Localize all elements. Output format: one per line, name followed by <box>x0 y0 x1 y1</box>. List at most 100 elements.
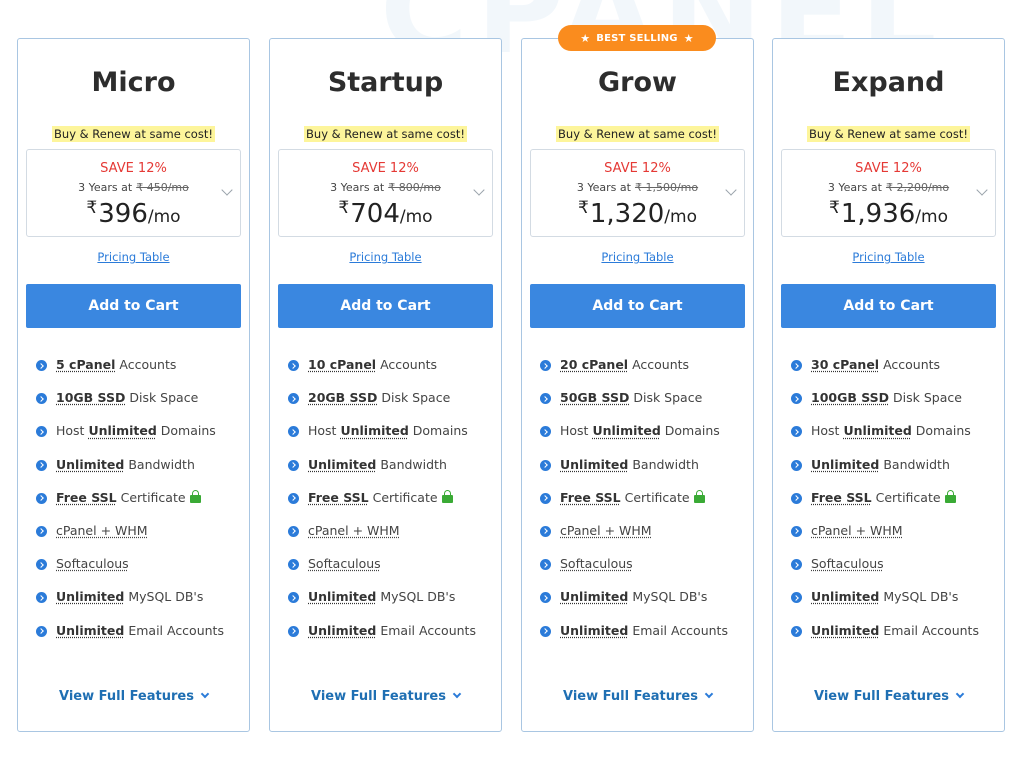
price-selector[interactable]: SAVE 12% 3 Years at ₹ 450/mo ₹396/mo <box>26 149 241 237</box>
feature-mysql: Unlimited MySQL DB's <box>791 589 979 622</box>
price: ₹1,936/mo <box>829 198 948 229</box>
arrow-circle-icon <box>288 393 299 405</box>
feature-domains: Host Unlimited Domains <box>791 423 979 456</box>
feature-domains: Host Unlimited Domains <box>540 423 728 456</box>
price-selector[interactable]: SAVE 12% 3 Years at ₹ 800/mo ₹704/mo <box>278 149 493 237</box>
feature-ssl: Free SSL Certificate <box>791 489 979 523</box>
old-price: ₹ 450/mo <box>136 181 189 194</box>
save-label: SAVE 12% <box>352 161 419 176</box>
view-full-features-link[interactable]: View Full Features <box>522 689 753 704</box>
feature-ssl: Free SSL Certificate <box>288 489 476 523</box>
arrow-circle-icon <box>288 592 299 604</box>
pricing-table-link[interactable]: Pricing Table <box>349 250 422 264</box>
arrow-circle-icon <box>288 492 299 504</box>
feature-email: Unlimited Email Accounts <box>36 623 224 656</box>
feature-whm: cPanel + WHM <box>288 523 476 556</box>
arrow-circle-icon <box>288 525 299 537</box>
arrow-circle-icon <box>288 426 299 438</box>
view-full-features-link[interactable]: View Full Features <box>18 689 249 704</box>
feature-whm: cPanel + WHM <box>36 523 224 556</box>
feature-mysql: Unlimited MySQL DB's <box>540 589 728 622</box>
star-icon: ★ <box>683 31 694 45</box>
arrow-circle-icon <box>540 559 551 571</box>
add-to-cart-button[interactable]: Add to Cart <box>26 284 241 328</box>
price: ₹1,320/mo <box>578 198 697 229</box>
feature-list: 5 cPanel Accounts 10GB SSD Disk Space Ho… <box>36 357 224 656</box>
plan-name: Expand <box>832 67 945 98</box>
plan-card-micro: Micro Buy & Renew at same cost! SAVE 12%… <box>17 38 250 732</box>
feature-bandwidth: Unlimited Bandwidth <box>791 457 979 490</box>
feature-email: Unlimited Email Accounts <box>791 623 979 656</box>
arrow-circle-icon <box>288 459 299 471</box>
view-full-features-link[interactable]: View Full Features <box>270 689 501 704</box>
feature-bandwidth: Unlimited Bandwidth <box>540 457 728 490</box>
arrow-circle-icon <box>791 592 802 604</box>
chevron-down-icon <box>452 689 462 699</box>
plan-name: Micro <box>91 67 176 98</box>
feature-disk: 20GB SSD Disk Space <box>288 390 476 423</box>
arrow-circle-icon <box>791 525 802 537</box>
add-to-cart-button[interactable]: Add to Cart <box>530 284 745 328</box>
pricing-plans: Micro Buy & Renew at same cost! SAVE 12%… <box>17 25 1005 732</box>
feature-bandwidth: Unlimited Bandwidth <box>36 457 224 490</box>
plan-name: Startup <box>327 67 444 98</box>
pricing-table-link[interactable]: Pricing Table <box>601 250 674 264</box>
add-to-cart-button[interactable]: Add to Cart <box>278 284 493 328</box>
plan-card-grow: ★ BEST SELLING ★ Grow Buy & Renew at same … <box>521 25 754 732</box>
price-selector[interactable]: SAVE 12% 3 Years at ₹ 2,200/mo ₹1,936/mo <box>781 149 996 237</box>
arrow-circle-icon <box>36 393 47 405</box>
arrow-circle-icon <box>540 393 551 405</box>
arrow-circle-icon <box>288 559 299 571</box>
feature-disk: 100GB SSD Disk Space <box>791 390 979 423</box>
term-line: 3 Years at ₹ 1,500/mo <box>576 181 699 194</box>
view-full-features-link[interactable]: View Full Features <box>773 689 1004 704</box>
arrow-circle-icon <box>540 492 551 504</box>
save-label: SAVE 12% <box>855 161 922 176</box>
feature-disk: 50GB SSD Disk Space <box>540 390 728 423</box>
feature-whm: cPanel + WHM <box>540 523 728 556</box>
arrow-circle-icon <box>288 360 299 371</box>
promo-note: Buy & Renew at same cost! <box>807 126 970 142</box>
arrow-circle-icon <box>791 459 802 471</box>
old-price: ₹ 1,500/mo <box>634 181 699 194</box>
plan-name: Grow <box>598 67 677 98</box>
lock-icon <box>441 489 453 503</box>
arrow-circle-icon <box>540 459 551 471</box>
arrow-circle-icon <box>540 525 551 537</box>
feature-bandwidth: Unlimited Bandwidth <box>288 457 476 490</box>
arrow-circle-icon <box>540 426 551 438</box>
arrow-circle-icon <box>791 393 802 405</box>
feature-softaculous: Softaculous <box>288 556 476 589</box>
arrow-circle-icon <box>36 625 47 637</box>
feature-domains: Host Unlimited Domains <box>36 423 224 456</box>
arrow-circle-icon <box>36 360 47 371</box>
arrow-circle-icon <box>791 559 802 571</box>
feature-softaculous: Softaculous <box>36 556 224 589</box>
old-price: ₹ 2,200/mo <box>885 181 950 194</box>
arrow-circle-icon <box>36 459 47 471</box>
chevron-down-icon <box>704 689 714 699</box>
feature-list: 10 cPanel Accounts 20GB SSD Disk Space H… <box>288 357 476 656</box>
price-selector[interactable]: SAVE 12% 3 Years at ₹ 1,500/mo ₹1,320/mo <box>530 149 745 237</box>
arrow-circle-icon <box>36 525 47 537</box>
feature-list: 20 cPanel Accounts 50GB SSD Disk Space H… <box>540 357 728 656</box>
arrow-circle-icon <box>288 625 299 637</box>
feature-ssl: Free SSL Certificate <box>36 489 224 523</box>
term-line: 3 Years at ₹ 2,200/mo <box>827 181 950 194</box>
arrow-circle-icon <box>36 492 47 504</box>
chevron-down-icon <box>200 689 210 699</box>
save-label: SAVE 12% <box>100 161 167 176</box>
feature-mysql: Unlimited MySQL DB's <box>36 589 224 622</box>
arrow-circle-icon <box>36 426 47 438</box>
pricing-table-link[interactable]: Pricing Table <box>852 250 925 264</box>
term-line: 3 Years at ₹ 800/mo <box>330 181 441 194</box>
arrow-circle-icon <box>791 625 802 637</box>
feature-accounts: 20 cPanel Accounts <box>540 357 728 390</box>
save-label: SAVE 12% <box>604 161 671 176</box>
plan-card-startup: Startup Buy & Renew at same cost! SAVE 1… <box>269 38 502 732</box>
feature-list: 30 cPanel Accounts 100GB SSD Disk Space … <box>791 357 979 656</box>
pricing-table-link[interactable]: Pricing Table <box>97 250 170 264</box>
add-to-cart-button[interactable]: Add to Cart <box>781 284 996 328</box>
arrow-circle-icon <box>36 559 47 571</box>
arrow-circle-icon <box>791 492 802 504</box>
